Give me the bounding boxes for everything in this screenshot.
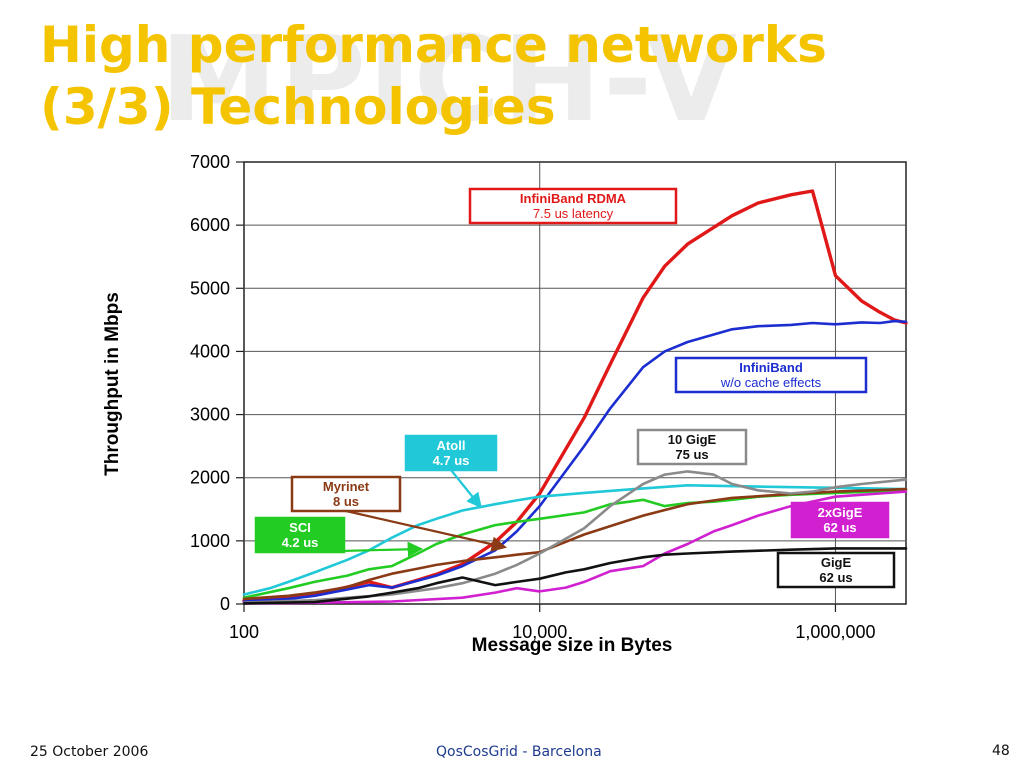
annotation-box xyxy=(404,434,498,472)
annotation-title: 2xGigE xyxy=(818,505,863,520)
slide-title: High performance networks (3/3) Technolo… xyxy=(40,14,827,138)
annotation-box xyxy=(290,475,402,513)
annotation-title: SCI xyxy=(289,520,311,535)
annotation-subtitle: 62 us xyxy=(823,520,856,535)
annotation-subtitle: 4.2 us xyxy=(282,535,319,550)
annotation-title: InfiniBand RDMA xyxy=(520,191,627,206)
y-tick-label: 2000 xyxy=(190,468,230,488)
x-tick-label: 10,000 xyxy=(512,622,567,642)
annotation-box xyxy=(776,551,896,589)
series-line-infiniband xyxy=(242,319,908,603)
annotation-subtitle: 62 us xyxy=(819,570,852,585)
x-tick-label: 100 xyxy=(229,622,259,642)
y-tick-label: 6000 xyxy=(190,215,230,235)
annotation-box xyxy=(254,516,346,554)
series-line-gige xyxy=(242,547,908,605)
y-axis-label: Throughput in Mbps xyxy=(102,292,123,476)
y-tick-label: 0 xyxy=(220,594,230,614)
slide-title-line-1: High performance networks xyxy=(40,16,827,74)
series-line-infiniband_rdma xyxy=(242,189,908,603)
y-tick-label: 3000 xyxy=(190,405,230,425)
y-tick-label: 1000 xyxy=(190,531,230,551)
series-line-myrinet xyxy=(242,487,908,601)
annotation-arrow xyxy=(345,509,508,552)
annotation-title: InfiniBand xyxy=(739,360,803,375)
annotation-title: Atoll xyxy=(437,438,466,453)
y-tick-label: 5000 xyxy=(190,278,230,298)
annotation-box xyxy=(468,187,678,225)
annotation-subtitle: w/o cache effects xyxy=(720,375,822,390)
x-tick-label: 1,000,000 xyxy=(795,622,875,642)
slide-title-line-2: (3/3) Technologies xyxy=(40,78,556,136)
grid-lines xyxy=(244,162,906,604)
watermark-logo-text: MPICH-V xyxy=(160,10,739,148)
x-axis-label: Message size in Bytes xyxy=(472,635,673,656)
footer-date: 25 October 2006 xyxy=(30,744,149,760)
series-line-sci xyxy=(242,488,908,600)
page-number: 48 xyxy=(992,743,1010,759)
annotation-subtitle: 8 us xyxy=(333,494,359,509)
annotation-title: 10 GigE xyxy=(668,432,717,447)
y-tick-label: 4000 xyxy=(190,341,230,361)
annotation-box xyxy=(790,501,890,539)
series-line-10gige xyxy=(242,470,908,605)
annotation-subtitle: 4.7 us xyxy=(433,453,470,468)
x-axis-ticks: 100 10,000 1,000,000 xyxy=(229,604,875,642)
annotation-box xyxy=(674,356,868,394)
y-tick-label: 7000 xyxy=(190,152,230,172)
annotation-title: Myrinet xyxy=(323,479,370,494)
series-line-atoll xyxy=(242,483,908,596)
footer-presentation-name: QosCosGrid - Barcelona xyxy=(436,744,602,760)
annotation-box xyxy=(636,428,748,466)
annotation-arrow xyxy=(450,469,482,509)
annotation-subtitle: 75 us xyxy=(675,447,708,462)
y-axis-ticks: 0 1000 2000 3000 4000 5000 6000 7000 xyxy=(190,152,244,614)
annotation-subtitle: 7.5 us latency xyxy=(533,206,614,221)
annotation-title: GigE xyxy=(821,555,852,570)
series-lines xyxy=(242,189,908,605)
series-line-2xgige xyxy=(242,490,908,605)
